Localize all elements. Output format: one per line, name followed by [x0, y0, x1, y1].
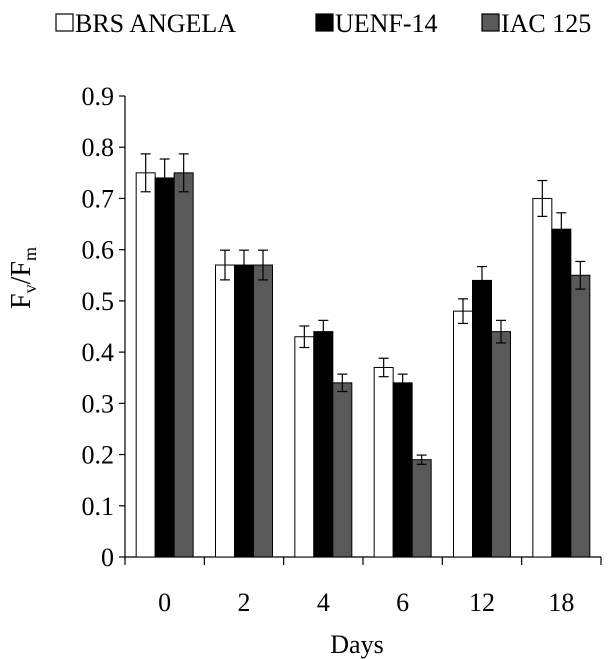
bar — [294, 336, 315, 558]
x-tick-label: 12 — [469, 588, 495, 617]
y-axis: 0 0.1 0.2 0.3 0.4 0.5 0.6 0.7 0.8 0.9 — [82, 82, 126, 572]
legend-swatch — [55, 13, 74, 32]
bar — [532, 197, 553, 558]
x-tick-label: 6 — [396, 588, 409, 617]
legend-swatch — [315, 13, 334, 32]
bar — [570, 274, 591, 558]
x-axis: 0 2 4 6 12 18 — [124, 556, 602, 617]
legend-label: BRS ANGELA — [75, 9, 236, 38]
bar — [373, 366, 394, 558]
x-tick-label: 18 — [548, 588, 574, 617]
y-tick-label: 0.1 — [82, 492, 115, 521]
y-axis-label-sub-m: m — [20, 247, 40, 261]
legend-label: UENF-14 — [335, 9, 438, 38]
x-axis-label: Days — [330, 630, 383, 659]
y-axis-label-slash: /F — [6, 261, 37, 284]
y-tick-label: 0.4 — [82, 338, 115, 367]
y-tick-label: 0.9 — [82, 82, 115, 111]
y-tick-label: 0.2 — [82, 441, 115, 470]
bar — [411, 459, 432, 558]
y-axis-label-sub-v: v — [20, 284, 40, 293]
y-tick-label: 0.7 — [82, 184, 115, 213]
legend-swatch — [481, 13, 500, 32]
bar — [215, 264, 235, 558]
y-tick-label: 0 — [101, 543, 114, 572]
bar — [253, 264, 273, 558]
bar — [234, 264, 254, 558]
bars-group — [135, 172, 591, 558]
bar — [491, 331, 511, 558]
bar — [472, 279, 492, 558]
bar — [453, 310, 473, 558]
bar — [135, 172, 156, 558]
x-tick-label: 2 — [238, 588, 251, 617]
y-tick-label: 0.3 — [82, 389, 115, 418]
error-bars-group — [140, 153, 586, 465]
bar — [173, 172, 194, 558]
legend: BRS ANGELA UENF-14 IAC 125 — [55, 9, 591, 38]
y-tick-label: 0.5 — [82, 287, 115, 316]
bar — [392, 382, 413, 558]
y-axis-label: Fv/Fm — [6, 247, 40, 309]
bar — [313, 331, 334, 558]
bar — [551, 228, 572, 558]
x-tick-label: 4 — [317, 588, 330, 617]
y-tick-label: 0.8 — [82, 133, 115, 162]
y-axis-label-main: F — [6, 293, 37, 309]
legend-label: IAC 125 — [501, 9, 591, 38]
bar — [154, 177, 175, 558]
x-tick-label: 0 — [158, 588, 171, 617]
bar — [332, 382, 353, 558]
y-tick-label: 0.6 — [82, 236, 115, 265]
